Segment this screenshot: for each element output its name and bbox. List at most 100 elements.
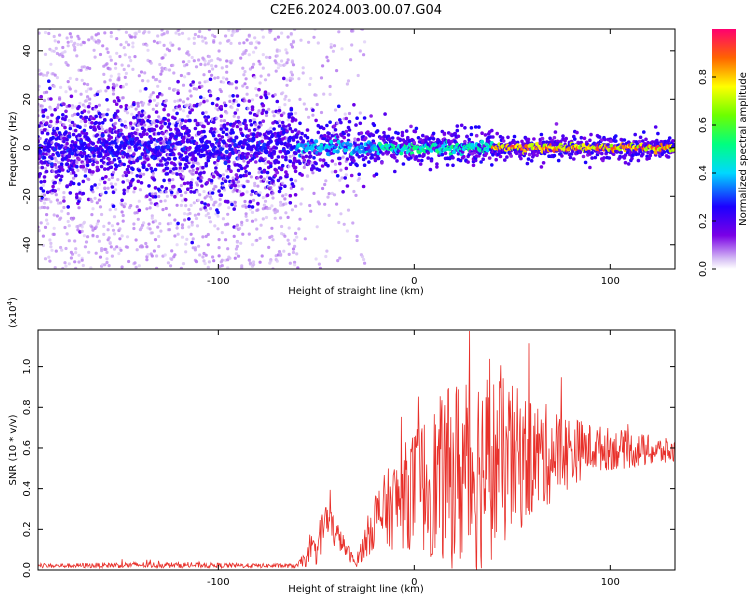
spectrogram-cell — [103, 118, 107, 122]
spectrogram-cell — [302, 165, 306, 169]
spectrogram-cell — [246, 134, 250, 138]
spectrogram-cell — [202, 129, 206, 134]
spectrogram-cell — [231, 150, 236, 155]
spectrogram-cell — [215, 162, 219, 167]
spectrogram-cell — [60, 248, 64, 252]
spectrogram-cell — [43, 225, 48, 229]
spectrogram-cell — [261, 108, 266, 113]
spectrogram-cell — [143, 71, 147, 75]
spectrogram-cell — [180, 226, 185, 230]
spectrogram-cell — [275, 259, 279, 263]
spectrogram-cell — [441, 144, 446, 149]
spectrogram-cell — [326, 195, 330, 199]
spectrogram-cell — [162, 32, 166, 36]
spectrogram-cell — [86, 82, 90, 87]
spectrogram-cell — [221, 130, 226, 134]
spectrogram-cell — [53, 189, 57, 193]
spectrogram-cell — [197, 162, 201, 166]
spectrogram-cell — [527, 152, 532, 157]
spectrogram-cell — [337, 30, 341, 34]
spectrogram-cell — [42, 175, 47, 179]
spectrogram-cell — [124, 82, 128, 86]
spectrogram-cell — [186, 97, 190, 101]
spectrogram-cell — [279, 216, 283, 220]
spectrogram-cell — [146, 157, 150, 161]
spectrogram-cell — [395, 159, 399, 163]
spectrogram-cell — [71, 181, 76, 186]
spectrogram-cell — [133, 261, 137, 265]
spectrogram-cell — [219, 107, 224, 111]
spectrogram-cell — [193, 126, 198, 131]
spectrogram-cell — [155, 254, 159, 258]
spectrogram-cell — [573, 137, 577, 141]
spectrogram-cell — [179, 121, 183, 125]
spectrogram-cell — [93, 127, 97, 131]
spectrogram-cell — [121, 219, 125, 223]
spectrogram-cell — [335, 202, 339, 206]
spectrogram-cell — [552, 153, 557, 158]
spectrogram-cell — [294, 111, 298, 115]
spectrogram-cell — [120, 63, 124, 67]
spectrogram-cell — [54, 46, 58, 51]
spectrogram-cell — [204, 253, 208, 257]
spectrogram-cell — [276, 160, 281, 165]
spectrogram-cell — [47, 197, 51, 201]
spectrogram-cell — [111, 190, 116, 195]
snr-xlabel: Height of straight line (km) — [288, 584, 424, 595]
spectrogram-cell — [244, 205, 248, 209]
spectrogram-cell — [64, 115, 68, 119]
spectrogram-cell — [220, 231, 224, 235]
spectrogram-cell — [250, 65, 255, 69]
spectrogram-cell — [207, 69, 211, 74]
spectrogram-cell — [220, 258, 224, 262]
spectrogram-cell — [221, 217, 225, 221]
spectrogram-cell — [345, 184, 350, 188]
spectrogram-cell — [348, 142, 353, 148]
spectrogram-cell — [202, 96, 206, 101]
spectrogram-cell — [291, 40, 296, 44]
spectrogram-cell — [141, 164, 146, 170]
spectrogram-cell — [111, 228, 116, 232]
spectrogram-cell — [371, 133, 376, 137]
spectrogram-cell — [473, 125, 478, 129]
spectrogram-cell — [370, 155, 375, 160]
spectrogram-cell — [227, 164, 231, 169]
spectrogram-cell — [158, 62, 162, 67]
spectrogram-cell — [190, 26, 193, 29]
spectrogram-cell — [279, 200, 283, 204]
spectrogram-cell — [178, 107, 182, 111]
spectrogram-cell — [269, 164, 273, 169]
spectrogram-cell — [61, 113, 65, 117]
spectrogram-cell — [653, 125, 658, 129]
spectrogram-cell — [181, 60, 186, 64]
spectrogram-cell — [53, 266, 57, 269]
spectrogram-cell — [158, 40, 162, 44]
spectrogram-cell — [192, 201, 196, 205]
spectrogram-cell — [283, 103, 287, 107]
spectrogram-cell — [76, 34, 80, 38]
spectrogram-cell — [51, 169, 55, 173]
spectrogram-cell — [38, 154, 42, 159]
spectrogram-cell — [59, 201, 63, 205]
spectrogram-cell — [96, 168, 101, 172]
spectrogram-ytick-label: 40 — [22, 44, 33, 57]
spectrogram-cell — [142, 172, 146, 176]
spectrogram-cell — [132, 190, 136, 194]
spectrogram-cell — [48, 259, 52, 263]
spectrogram-cell — [218, 174, 222, 178]
spectrogram-cell — [75, 77, 79, 81]
colorbar-tick-label: 0.4 — [698, 165, 709, 181]
spectrogram-cell — [203, 196, 207, 200]
spectrogram-cell — [114, 121, 118, 125]
spectrogram-cell — [214, 154, 218, 159]
spectrogram-cell — [58, 97, 62, 101]
spectrogram-cell — [338, 156, 342, 161]
spectrogram-cell — [582, 136, 587, 141]
spectrogram-cell — [214, 64, 218, 68]
spectrogram-cell — [520, 139, 524, 144]
spectrogram-cell — [90, 141, 96, 146]
spectrogram-cell — [201, 235, 205, 239]
spectrogram-cell — [275, 170, 280, 175]
spectrogram-cell — [62, 139, 66, 144]
spectrogram-cell — [229, 41, 233, 46]
